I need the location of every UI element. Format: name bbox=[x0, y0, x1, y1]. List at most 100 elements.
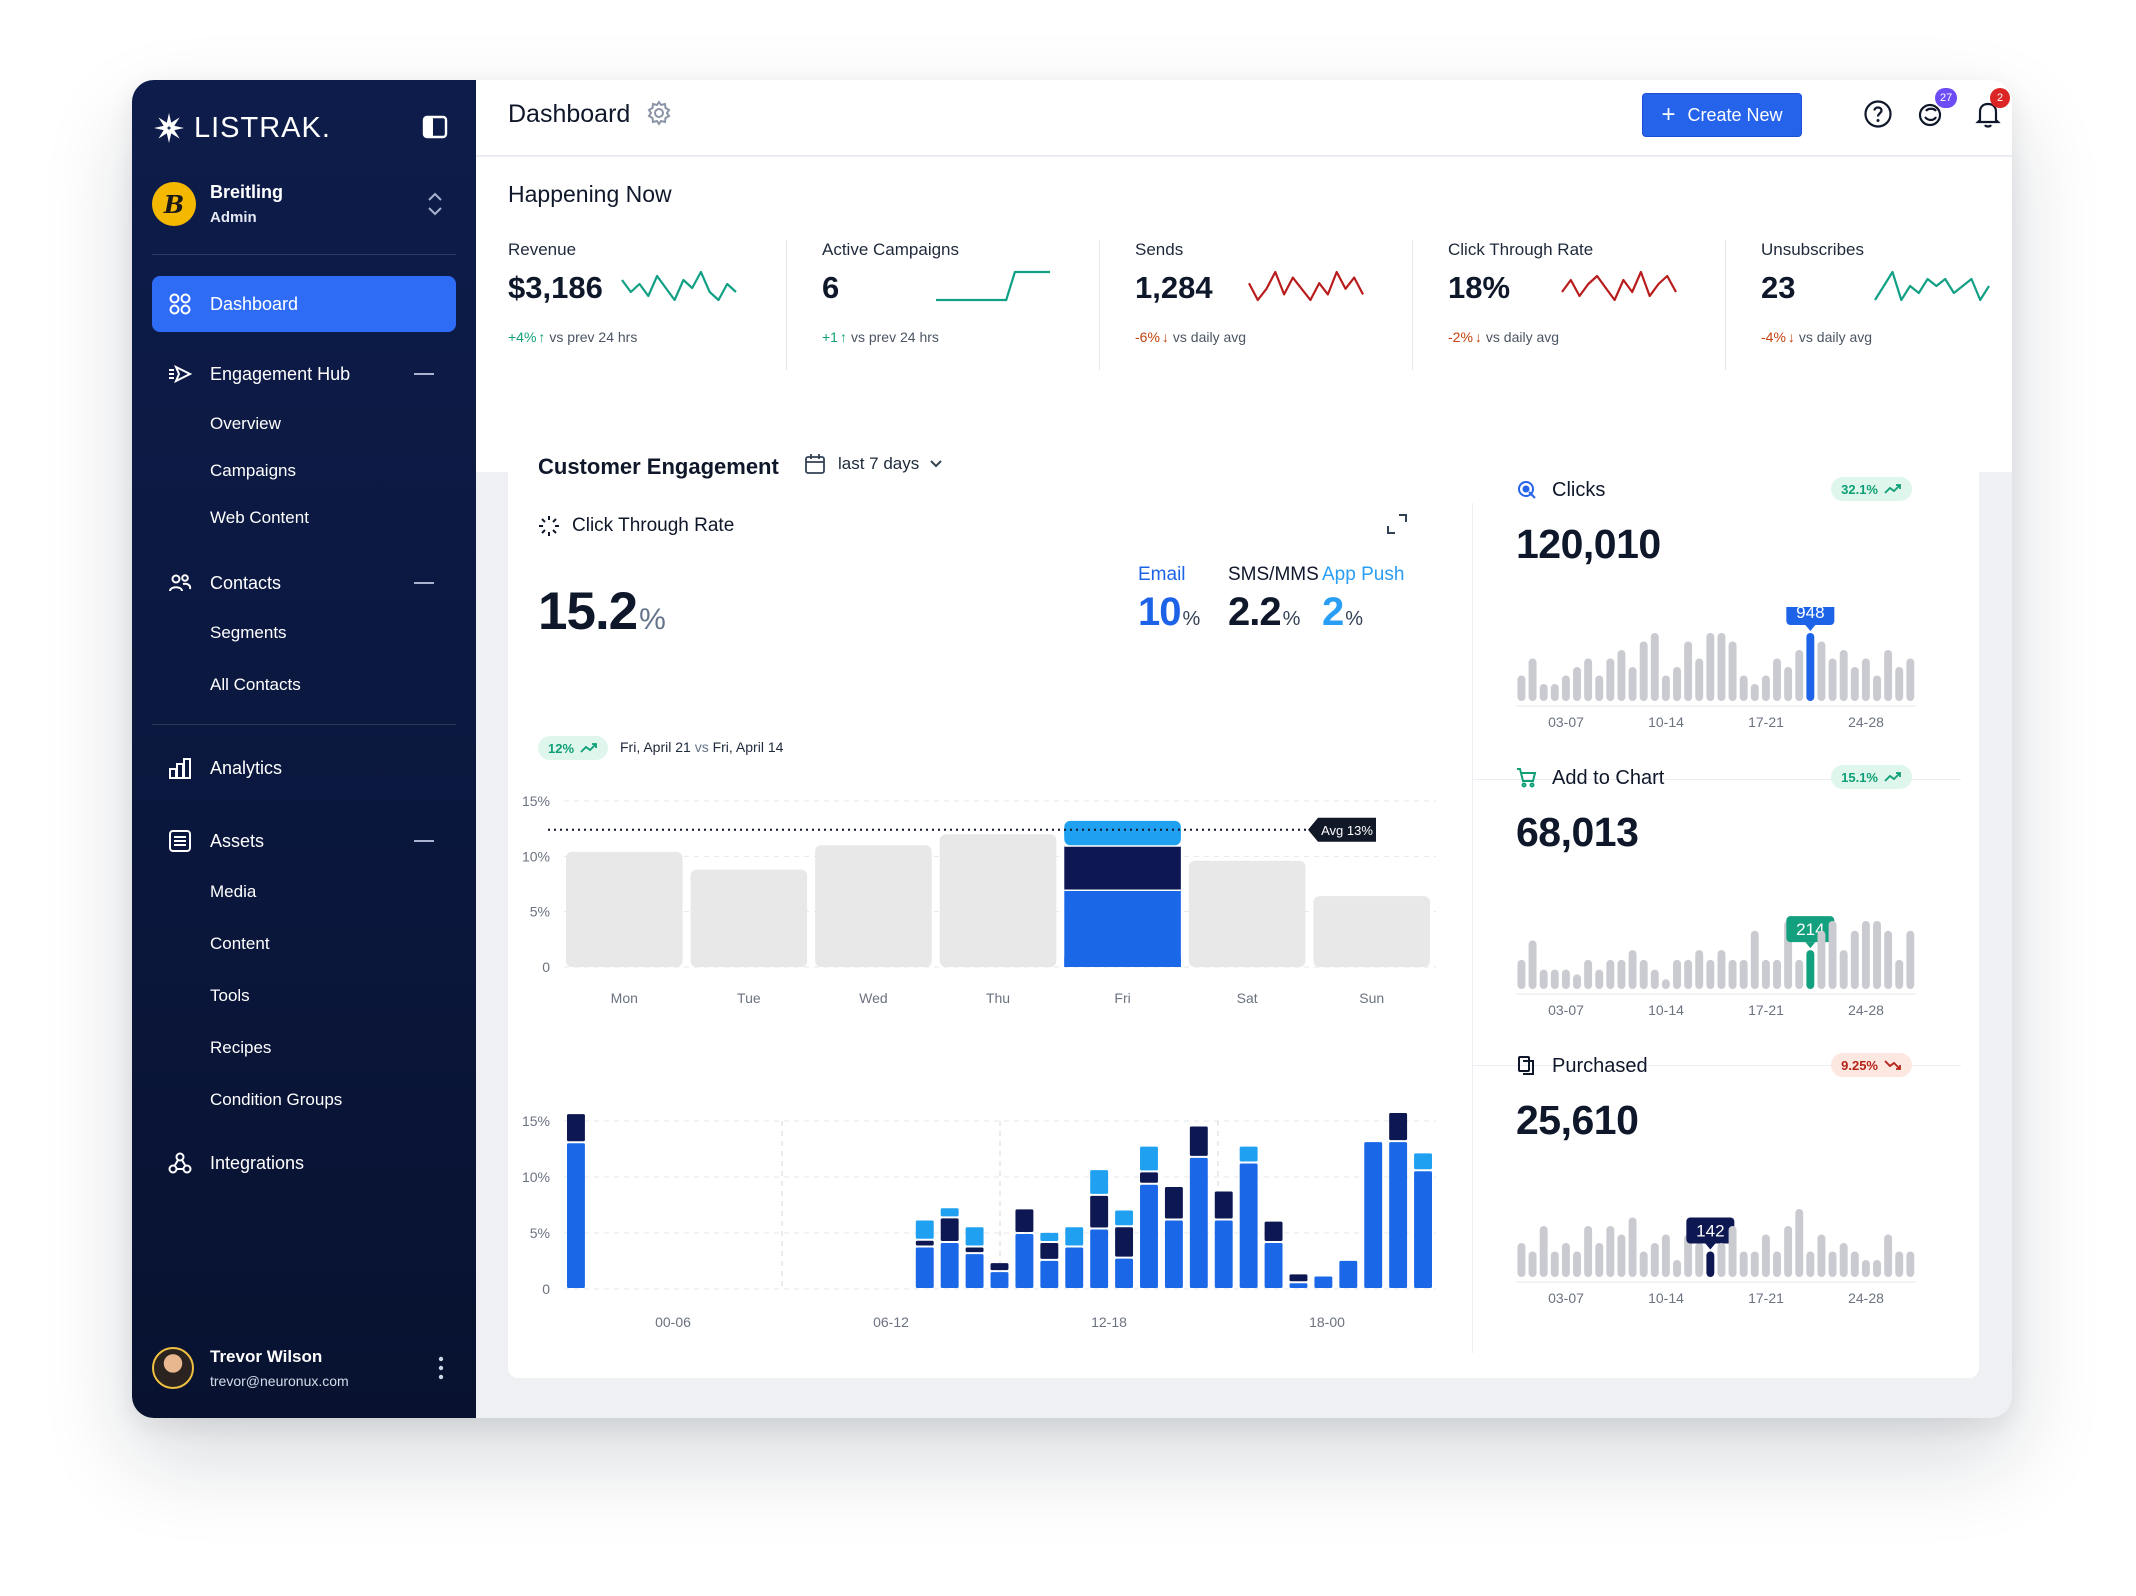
bar[interactable] bbox=[1606, 658, 1615, 702]
bar[interactable] bbox=[1584, 658, 1593, 702]
bar[interactable] bbox=[1639, 1251, 1648, 1278]
bar-sms-mms[interactable] bbox=[990, 1263, 1009, 1271]
bar[interactable] bbox=[1695, 658, 1704, 702]
user-profile[interactable]: Trevor Wilson trevor@neuronux.com bbox=[152, 1338, 456, 1398]
bar-sms-mms[interactable] bbox=[1040, 1242, 1059, 1259]
bar-sms-mms[interactable] bbox=[1015, 1209, 1034, 1232]
kpi-active-campaigns[interactable]: Active Campaigns 6 +1 ↑ vs prev 24 hrs bbox=[822, 240, 1122, 380]
bar[interactable] bbox=[1850, 1251, 1859, 1278]
sidebar-item-integrations[interactable]: Integrations bbox=[152, 1135, 456, 1191]
bar-email[interactable] bbox=[1064, 889, 1181, 967]
bar-app-push[interactable] bbox=[1065, 1227, 1084, 1246]
channel-sms-mms[interactable]: SMS/MMS 2.2% bbox=[1228, 564, 1319, 635]
bar[interactable] bbox=[1873, 1260, 1881, 1277]
bar[interactable] bbox=[1573, 667, 1581, 701]
bar[interactable] bbox=[1839, 1243, 1848, 1277]
highlighted-bar[interactable] bbox=[1806, 633, 1815, 701]
bar[interactable] bbox=[1817, 930, 1826, 989]
bar[interactable] bbox=[1739, 675, 1748, 702]
org-switcher[interactable]: B Breitling Admin bbox=[152, 174, 452, 234]
kpi-sends[interactable]: Sends 1,284 -6% ↓ vs daily avg bbox=[1135, 240, 1435, 380]
bar-sms-mms[interactable] bbox=[1389, 1113, 1408, 1141]
bar[interactable] bbox=[1773, 1251, 1781, 1278]
bar[interactable] bbox=[1828, 921, 1837, 989]
bar-sms-mms[interactable] bbox=[1140, 1172, 1158, 1183]
bar[interactable] bbox=[1728, 1226, 1737, 1277]
bar[interactable] bbox=[566, 851, 683, 967]
bar-sms-mms[interactable] bbox=[940, 1218, 959, 1241]
bar[interactable] bbox=[1828, 1251, 1837, 1278]
bar[interactable] bbox=[815, 845, 932, 967]
bar-email[interactable] bbox=[1314, 1276, 1333, 1288]
bar-app-push[interactable] bbox=[1140, 1146, 1158, 1171]
bar-email[interactable] bbox=[1239, 1163, 1258, 1288]
bar[interactable] bbox=[1795, 650, 1804, 701]
bar-app-push[interactable] bbox=[1115, 1210, 1134, 1226]
bar-sms-mms[interactable] bbox=[1115, 1227, 1134, 1257]
bar[interactable] bbox=[1539, 684, 1548, 701]
bar[interactable] bbox=[1595, 675, 1604, 702]
bar[interactable] bbox=[1906, 1251, 1915, 1278]
bar[interactable] bbox=[1684, 1234, 1693, 1278]
bar[interactable] bbox=[1650, 633, 1659, 701]
metric-card-purchased[interactable]: Purchased 9.25% 25,610 142 03-07 10-14 17-21 24… bbox=[1516, 1053, 1956, 1313]
sidebar-subitem-recipes[interactable]: Recipes bbox=[210, 1038, 272, 1057]
collapse-section-icon[interactable] bbox=[414, 582, 434, 584]
bar[interactable] bbox=[1539, 1226, 1548, 1277]
kpi-revenue[interactable]: Revenue $3,186 +4% ↑ vs prev 24 hrs bbox=[508, 240, 808, 380]
bar[interactable] bbox=[1673, 959, 1681, 989]
bar[interactable] bbox=[1850, 667, 1859, 701]
bar[interactable] bbox=[1517, 675, 1526, 702]
bar-app-push[interactable] bbox=[940, 1208, 959, 1217]
bar[interactable] bbox=[939, 834, 1057, 967]
bar-email[interactable] bbox=[1389, 1142, 1408, 1288]
bar[interactable] bbox=[1595, 1243, 1604, 1277]
bar-email[interactable] bbox=[965, 1254, 984, 1288]
bar[interactable] bbox=[1784, 667, 1793, 701]
bar[interactable] bbox=[1661, 1234, 1670, 1278]
bar[interactable] bbox=[1313, 896, 1430, 967]
bar[interactable] bbox=[1550, 1251, 1559, 1278]
bar-email[interactable] bbox=[940, 1242, 959, 1288]
bar[interactable] bbox=[1861, 1260, 1870, 1277]
bar[interactable] bbox=[1906, 930, 1915, 989]
bar-email[interactable] bbox=[1189, 1157, 1208, 1288]
bar[interactable] bbox=[1617, 959, 1626, 989]
bar-sms-mms[interactable] bbox=[1189, 1126, 1208, 1156]
sidebar-subitem-segments[interactable]: Segments bbox=[210, 623, 287, 642]
bar[interactable] bbox=[1573, 974, 1581, 989]
bar[interactable] bbox=[1750, 1251, 1759, 1278]
bar[interactable] bbox=[1884, 930, 1893, 989]
bar-app-push[interactable] bbox=[965, 1227, 984, 1246]
bar[interactable] bbox=[1884, 1234, 1893, 1278]
channel-email[interactable]: Email 10% bbox=[1138, 564, 1200, 635]
bar[interactable] bbox=[1884, 650, 1893, 701]
highlighted-bar[interactable] bbox=[1706, 1251, 1715, 1278]
sidebar-item-analytics[interactable]: Analytics bbox=[152, 740, 456, 796]
metric-card-clicks[interactable]: Clicks 32.1% 120,010 948 03-07 10-14 17-21 24-2… bbox=[1516, 477, 1956, 737]
sidebar-subitem-media[interactable]: Media bbox=[210, 882, 257, 901]
bar[interactable] bbox=[1850, 930, 1859, 989]
bar[interactable] bbox=[1517, 1243, 1526, 1277]
bar-email[interactable] bbox=[1065, 1247, 1084, 1288]
sidebar-subitem-all-contacts[interactable]: All Contacts bbox=[210, 675, 301, 694]
create-new-button[interactable]: + Create New bbox=[1642, 93, 1802, 137]
bar[interactable] bbox=[1817, 1234, 1826, 1278]
bar[interactable] bbox=[1584, 1226, 1593, 1277]
collapse-section-icon[interactable] bbox=[414, 840, 434, 842]
bar-email[interactable] bbox=[1015, 1234, 1034, 1288]
sidebar-subitem-campaigns[interactable]: Campaigns bbox=[210, 461, 296, 480]
bar[interactable] bbox=[1873, 675, 1881, 702]
bar[interactable] bbox=[1761, 959, 1770, 989]
bar[interactable] bbox=[1650, 969, 1659, 989]
bar[interactable] bbox=[1573, 1251, 1581, 1278]
sidebar-subitem-web-content[interactable]: Web Content bbox=[210, 508, 309, 527]
bar[interactable] bbox=[1728, 959, 1737, 989]
metric-card-add-to-chart[interactable]: Add to Chart 15.1% 68,013 214 03-07 10-14 17-2… bbox=[1516, 765, 1956, 1025]
bar-email[interactable] bbox=[1040, 1260, 1059, 1288]
bar[interactable] bbox=[1673, 1260, 1681, 1277]
sidebar-subitem-content[interactable]: Content bbox=[210, 934, 270, 953]
bar[interactable] bbox=[1673, 667, 1681, 701]
bar[interactable] bbox=[1861, 658, 1870, 702]
bar[interactable] bbox=[1628, 950, 1637, 989]
